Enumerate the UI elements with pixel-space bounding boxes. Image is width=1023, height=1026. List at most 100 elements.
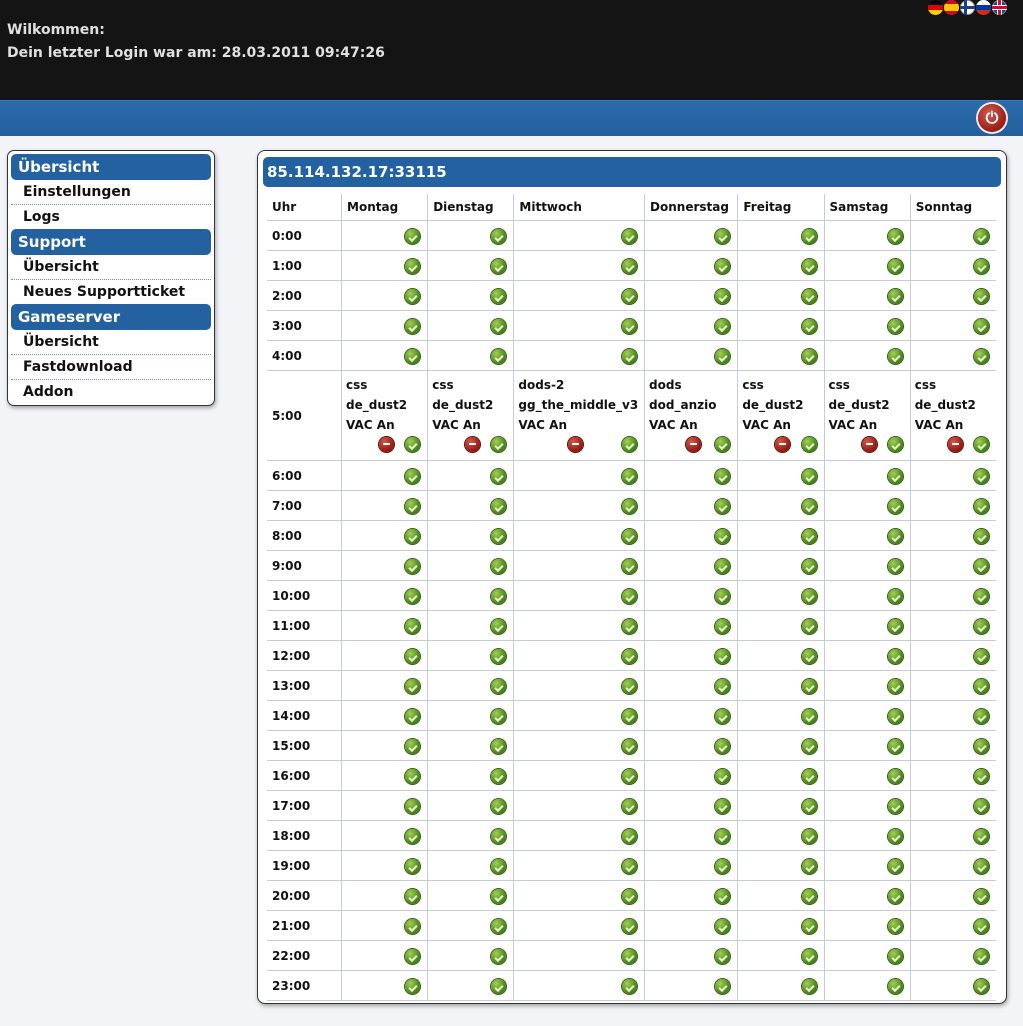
ok-check-icon[interactable] [887,859,903,874]
ok-check-icon[interactable] [887,349,903,364]
ok-check-icon[interactable] [491,889,507,904]
ok-check-icon[interactable] [801,919,817,934]
ok-check-icon[interactable] [887,829,903,844]
ok-check-icon[interactable] [405,259,421,274]
ok-check-icon[interactable] [491,679,507,694]
ok-check-icon[interactable] [405,349,421,364]
ok-check-icon[interactable] [622,859,638,874]
ok-check-icon[interactable] [622,619,638,634]
ok-check-icon[interactable] [405,529,421,544]
ok-check-icon[interactable] [491,799,507,814]
ok-check-icon[interactable] [801,619,817,634]
ok-check-icon[interactable] [974,649,989,664]
remove-minus-icon[interactable] [379,437,395,452]
ok-check-icon[interactable] [974,289,989,304]
ok-check-icon[interactable] [622,589,638,604]
ok-check-icon[interactable] [715,229,731,244]
ok-check-icon[interactable] [801,499,817,514]
ok-check-icon[interactable] [622,529,638,544]
sidebar-section-support[interactable]: Support [11,229,211,255]
sidebar-section-gameserver[interactable]: Gameserver [11,304,211,330]
ok-check-icon[interactable] [622,289,638,304]
remove-minus-icon[interactable] [861,437,877,452]
ok-check-icon[interactable] [622,829,638,844]
ok-check-icon[interactable] [974,437,989,452]
ok-check-icon[interactable] [887,229,903,244]
ok-check-icon[interactable] [715,799,731,814]
ok-check-icon[interactable] [715,739,731,754]
ok-check-icon[interactable] [405,709,421,724]
ok-check-icon[interactable] [715,709,731,724]
ok-check-icon[interactable] [622,229,638,244]
ok-check-icon[interactable] [887,979,903,994]
ok-check-icon[interactable] [491,349,507,364]
ok-check-icon[interactable] [974,349,989,364]
ok-check-icon[interactable] [974,229,989,244]
flag-fi-icon[interactable] [960,0,975,15]
ok-check-icon[interactable] [405,469,421,484]
ok-check-icon[interactable] [405,589,421,604]
ok-check-icon[interactable] [801,529,817,544]
ok-check-icon[interactable] [887,679,903,694]
ok-check-icon[interactable] [715,919,731,934]
ok-check-icon[interactable] [405,979,421,994]
ok-check-icon[interactable] [622,437,638,452]
ok-check-icon[interactable] [405,229,421,244]
ok-check-icon[interactable] [405,949,421,964]
ok-check-icon[interactable] [887,949,903,964]
ok-check-icon[interactable] [715,319,731,334]
remove-minus-icon[interactable] [465,437,481,452]
ok-check-icon[interactable] [887,559,903,574]
ok-check-icon[interactable] [715,889,731,904]
ok-check-icon[interactable] [405,499,421,514]
ok-check-icon[interactable] [974,469,989,484]
ok-check-icon[interactable] [491,559,507,574]
ok-check-icon[interactable] [405,559,421,574]
ok-check-icon[interactable] [715,949,731,964]
flag-es-icon[interactable] [944,0,959,15]
ok-check-icon[interactable] [405,859,421,874]
logout-power-icon[interactable]: ⏻ [978,104,1006,132]
flag-de-icon[interactable] [928,0,943,15]
ok-check-icon[interactable] [405,919,421,934]
ok-check-icon[interactable] [622,709,638,724]
ok-check-icon[interactable] [715,679,731,694]
ok-check-icon[interactable] [974,319,989,334]
ok-check-icon[interactable] [974,709,989,724]
sidebar-section-uebersicht[interactable]: Übersicht [11,154,211,180]
ok-check-icon[interactable] [887,589,903,604]
ok-check-icon[interactable] [887,529,903,544]
ok-check-icon[interactable] [715,259,731,274]
ok-check-icon[interactable] [491,437,507,452]
ok-check-icon[interactable] [887,319,903,334]
ok-check-icon[interactable] [974,559,989,574]
ok-check-icon[interactable] [715,529,731,544]
ok-check-icon[interactable] [622,949,638,964]
ok-check-icon[interactable] [974,619,989,634]
ok-check-icon[interactable] [491,709,507,724]
ok-check-icon[interactable] [974,949,989,964]
ok-check-icon[interactable] [887,437,903,452]
ok-check-icon[interactable] [974,499,989,514]
ok-check-icon[interactable] [887,799,903,814]
ok-check-icon[interactable] [887,649,903,664]
ok-check-icon[interactable] [491,319,507,334]
sidebar-item-fastdownload[interactable]: Fastdownload [11,355,211,380]
ok-check-icon[interactable] [801,799,817,814]
ok-check-icon[interactable] [887,499,903,514]
sidebar-item-support-uebersicht[interactable]: Übersicht [11,255,211,280]
ok-check-icon[interactable] [715,559,731,574]
ok-check-icon[interactable] [974,889,989,904]
ok-check-icon[interactable] [622,799,638,814]
ok-check-icon[interactable] [491,769,507,784]
ok-check-icon[interactable] [405,889,421,904]
ok-check-icon[interactable] [715,349,731,364]
ok-check-icon[interactable] [887,619,903,634]
ok-check-icon[interactable] [491,589,507,604]
ok-check-icon[interactable] [491,859,507,874]
ok-check-icon[interactable] [715,979,731,994]
ok-check-icon[interactable] [405,799,421,814]
ok-check-icon[interactable] [622,649,638,664]
ok-check-icon[interactable] [491,259,507,274]
ok-check-icon[interactable] [801,859,817,874]
